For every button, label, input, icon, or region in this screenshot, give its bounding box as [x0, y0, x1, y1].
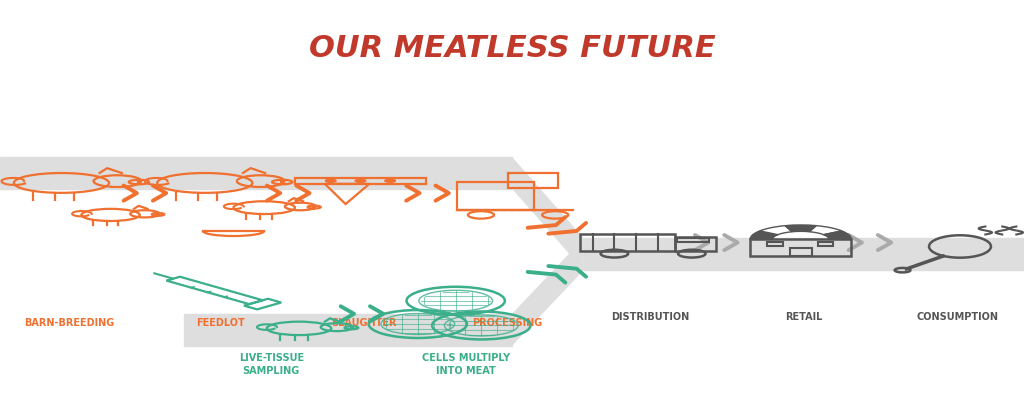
Text: LIVE-TISSUE
SAMPLING: LIVE-TISSUE SAMPLING: [239, 353, 304, 376]
Text: DISTRIBUTION: DISTRIBUTION: [611, 312, 689, 322]
Wedge shape: [750, 231, 778, 239]
Circle shape: [385, 179, 395, 182]
Bar: [817, 242, 834, 246]
Circle shape: [326, 179, 336, 182]
Bar: [678, 238, 709, 242]
Text: PROCESSING: PROCESSING: [472, 318, 542, 328]
Text: SLAUGHTER: SLAUGHTER: [331, 318, 396, 328]
Text: ■ CBINSIGHTS: ■ CBINSIGHTS: [475, 3, 549, 13]
Polygon shape: [512, 238, 584, 346]
Bar: [580, 234, 675, 251]
Wedge shape: [809, 226, 842, 235]
Bar: [508, 173, 558, 187]
Text: BARN-BREEDING: BARN-BREEDING: [25, 318, 115, 328]
Text: OUR MEATLESS FUTURE: OUR MEATLESS FUTURE: [308, 34, 716, 63]
Wedge shape: [760, 226, 793, 235]
Polygon shape: [512, 157, 584, 270]
Wedge shape: [823, 231, 852, 239]
Bar: [750, 239, 852, 256]
Text: CELLS MULTIPLY
INTO MEAT: CELLS MULTIPLY INTO MEAT: [422, 353, 510, 376]
Text: CONSUMPTION: CONSUMPTION: [916, 312, 998, 322]
Bar: [295, 178, 426, 184]
Text: RETAIL: RETAIL: [785, 312, 822, 322]
Bar: [675, 237, 716, 251]
Bar: [457, 182, 535, 210]
Polygon shape: [512, 189, 532, 314]
Wedge shape: [785, 225, 816, 232]
Circle shape: [355, 179, 366, 182]
Bar: [790, 248, 812, 256]
Bar: [767, 242, 782, 246]
Text: FEEDLOT: FEEDLOT: [196, 318, 245, 328]
Text: Traditional Meat Production vs. Lab-Grown Value Chain: Traditional Meat Production vs. Lab-Grow…: [322, 85, 702, 99]
